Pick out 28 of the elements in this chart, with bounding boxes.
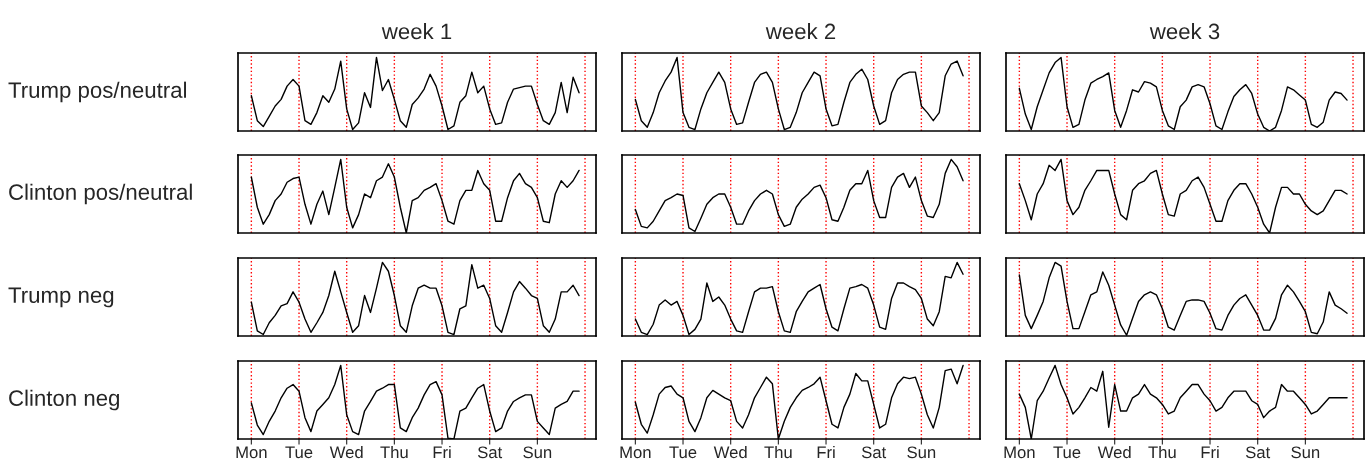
chart-title: week 3 [1149, 23, 1220, 40]
x-tick-label: Tue [285, 446, 313, 459]
x-tick-label: Sun [907, 446, 936, 459]
x-tick-label: Mon [1004, 446, 1035, 459]
x-tick-label: Thu [380, 445, 408, 459]
y-axis-title: Trump pos/neutral [8, 81, 187, 103]
x-tick-label: Tue [1053, 446, 1081, 459]
x-tick-label: Wed [713, 445, 747, 459]
x-tick-label: Sat [1245, 446, 1271, 459]
x-tick-label: Thu [764, 445, 792, 459]
x-tick-label: Mon [236, 446, 267, 459]
x-tick-label: Fri [817, 445, 835, 459]
x-tick-label: Wed [329, 445, 363, 459]
x-tick-label: Wed [1097, 445, 1131, 459]
chart-title: week 1 [381, 23, 452, 40]
x-tick-label: Sat [477, 446, 503, 459]
chart-title: week 2 [765, 23, 836, 40]
x-tick-label: Sun [523, 446, 552, 459]
x-tick-label: Tue [669, 446, 697, 459]
x-tick-label: Mon [620, 446, 651, 459]
x-tick-label: Sun [1291, 446, 1320, 459]
x-tick-label: Fri [1201, 445, 1219, 459]
y-axis-title: Clinton neg [9, 389, 119, 411]
x-tick-label: Thu [1148, 445, 1176, 459]
x-tick-label: Sat [861, 446, 887, 459]
x-tick-label: Fri [433, 445, 451, 459]
y-axis-title: Clinton pos/neutral [9, 183, 192, 205]
y-axis-title: Trump neg [8, 287, 114, 308]
